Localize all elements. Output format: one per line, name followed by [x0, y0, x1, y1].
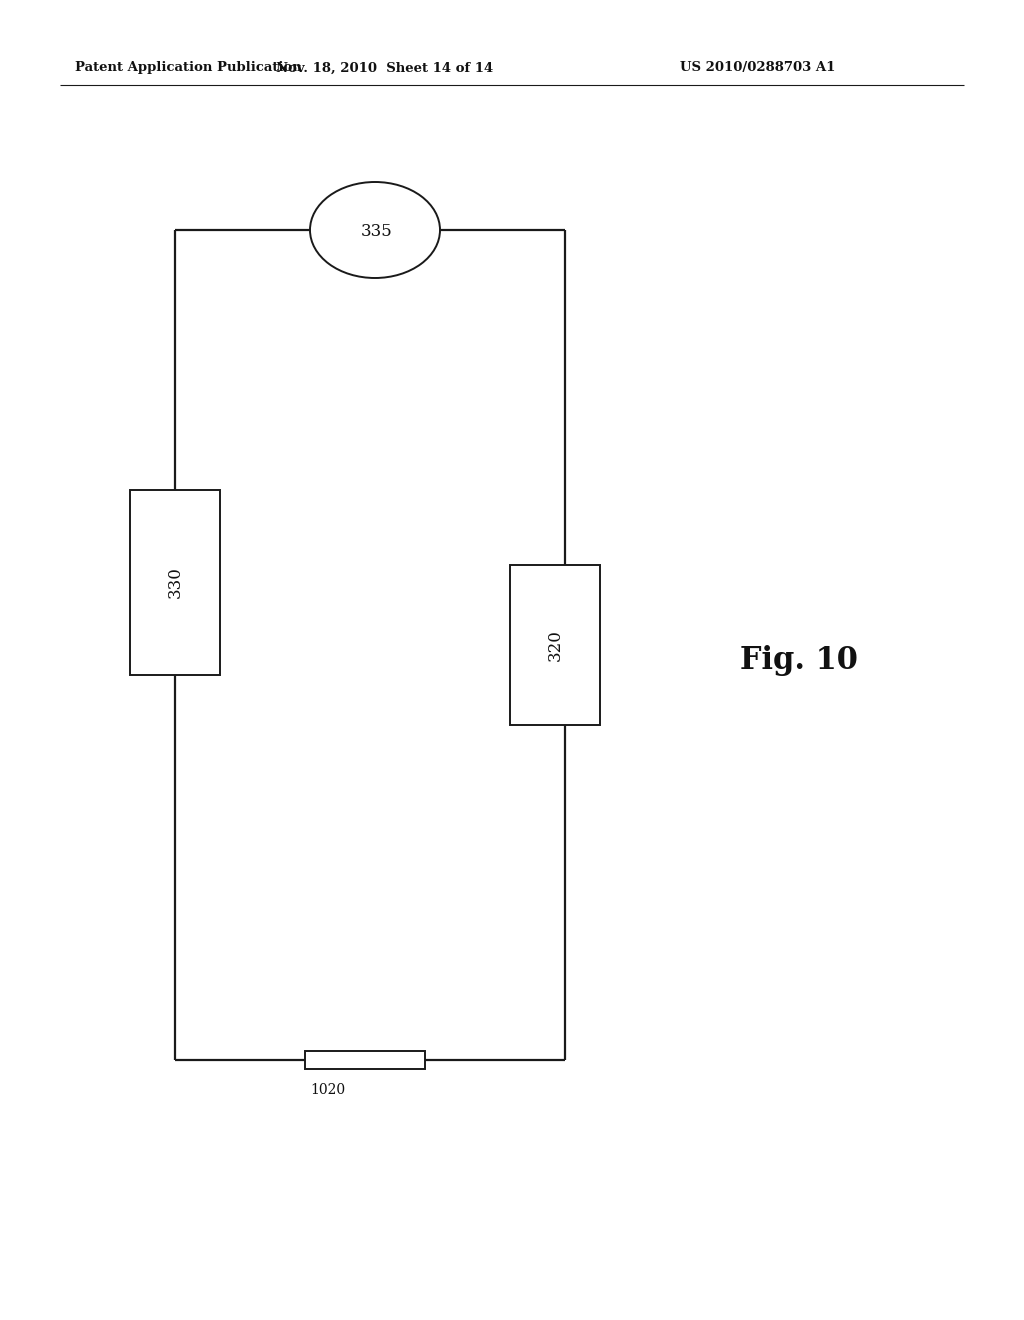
Text: Patent Application Publication: Patent Application Publication	[75, 62, 302, 74]
Text: Nov. 18, 2010  Sheet 14 of 14: Nov. 18, 2010 Sheet 14 of 14	[276, 62, 494, 74]
Bar	[510, 565, 600, 725]
Text: US 2010/0288703 A1: US 2010/0288703 A1	[680, 62, 836, 74]
Text: 320: 320	[547, 630, 563, 661]
Ellipse shape	[310, 182, 440, 279]
Text: 335: 335	[361, 223, 393, 240]
Text: Fig. 10: Fig. 10	[740, 644, 858, 676]
Bar	[130, 490, 220, 675]
Text: 330: 330	[167, 566, 183, 598]
Bar	[305, 1051, 425, 1069]
Text: 1020: 1020	[310, 1082, 345, 1097]
